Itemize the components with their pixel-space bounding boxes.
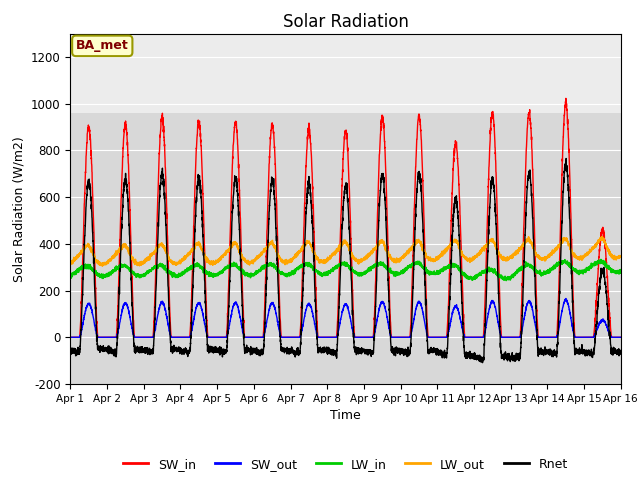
LW_in — [617, 270, 625, 276]
SW_in — [438, 335, 446, 340]
Line: LW_out: LW_out — [70, 237, 621, 266]
Rnet — [563, 156, 570, 161]
Title: Solar Radiation: Solar Radiation — [283, 12, 408, 31]
Line: SW_in: SW_in — [70, 98, 621, 337]
LW_in — [500, 276, 508, 281]
Line: SW_out: SW_out — [70, 299, 621, 337]
SW_in — [469, 335, 477, 340]
LW_in — [502, 277, 510, 283]
SW_out — [166, 328, 173, 334]
SW_out — [67, 335, 74, 340]
SW_in — [616, 335, 624, 340]
LW_in — [166, 269, 173, 275]
LW_out — [99, 263, 106, 269]
SW_in — [166, 296, 173, 301]
LW_out — [500, 255, 508, 261]
Text: BA_met: BA_met — [76, 39, 129, 52]
LW_in — [469, 276, 477, 281]
SW_out — [617, 335, 625, 340]
Rnet — [500, 356, 508, 362]
SW_out — [616, 335, 624, 340]
Legend: SW_in, SW_out, LW_in, LW_out, Rnet: SW_in, SW_out, LW_in, LW_out, Rnet — [118, 453, 573, 476]
Rnet — [166, 314, 173, 320]
SW_in — [617, 335, 625, 340]
SW_in — [67, 335, 74, 340]
Rnet — [438, 352, 446, 358]
Rnet — [67, 348, 74, 354]
LW_out — [598, 234, 606, 240]
LW_in — [325, 269, 333, 275]
Rnet — [469, 354, 477, 360]
Line: Rnet: Rnet — [70, 158, 621, 363]
LW_out — [616, 254, 624, 260]
Rnet — [325, 350, 333, 356]
SW_out — [469, 335, 477, 340]
LW_in — [438, 268, 446, 274]
Rnet — [616, 349, 624, 355]
Y-axis label: Solar Radiation (W/m2): Solar Radiation (W/m2) — [12, 136, 26, 282]
Bar — [70, 34, 621, 113]
LW_in — [597, 257, 605, 263]
LW_out — [469, 257, 477, 263]
SW_out — [500, 335, 508, 340]
Rnet — [617, 351, 625, 357]
SW_out — [438, 335, 446, 340]
SW_in — [500, 335, 508, 340]
LW_in — [616, 270, 624, 276]
LW_out — [438, 253, 446, 259]
Rnet — [479, 360, 486, 366]
LW_out — [617, 254, 625, 260]
SW_in — [562, 96, 570, 101]
Line: LW_in: LW_in — [70, 260, 621, 280]
SW_out — [325, 335, 333, 340]
LW_out — [325, 256, 333, 262]
X-axis label: Time: Time — [330, 409, 361, 422]
LW_in — [67, 272, 74, 278]
LW_out — [67, 260, 74, 265]
SW_in — [325, 335, 333, 340]
LW_out — [166, 257, 173, 263]
SW_out — [562, 296, 570, 301]
